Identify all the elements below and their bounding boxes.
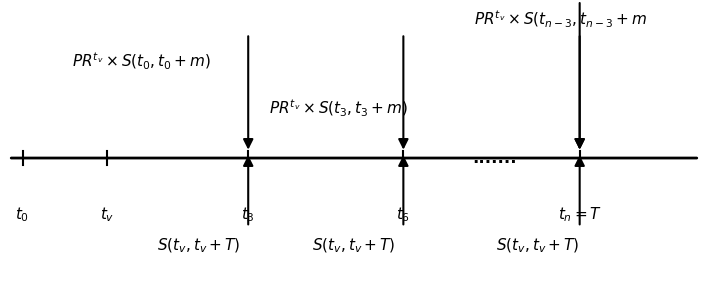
Text: $PR^{t_v} \times S(t_3, t_3+m)$: $PR^{t_v} \times S(t_3, t_3+m)$ <box>269 98 409 119</box>
Text: $S(t_v, t_v+T)$: $S(t_v, t_v+T)$ <box>312 237 396 255</box>
Text: $S(t_v, t_v+T)$: $S(t_v, t_v+T)$ <box>157 237 241 255</box>
Text: $S(t_v, t_v+T)$: $S(t_v, t_v+T)$ <box>496 237 579 255</box>
Text: $t_6$: $t_6$ <box>396 205 411 224</box>
Text: $PR^{t_v} \times S(t_{n-3}, t_{n-3}+m$: $PR^{t_v} \times S(t_{n-3}, t_{n-3}+m$ <box>474 9 647 30</box>
Text: .......: ....... <box>473 149 518 167</box>
Text: $t_v$: $t_v$ <box>100 205 115 224</box>
Text: $t_3$: $t_3$ <box>241 205 255 224</box>
Text: $t_n = T$: $t_n = T$ <box>558 205 602 224</box>
Text: $PR^{t_v} \times S(t_0, t_0+m)$: $PR^{t_v} \times S(t_0, t_0+m)$ <box>72 51 211 72</box>
Text: $t_0$: $t_0$ <box>16 205 30 224</box>
